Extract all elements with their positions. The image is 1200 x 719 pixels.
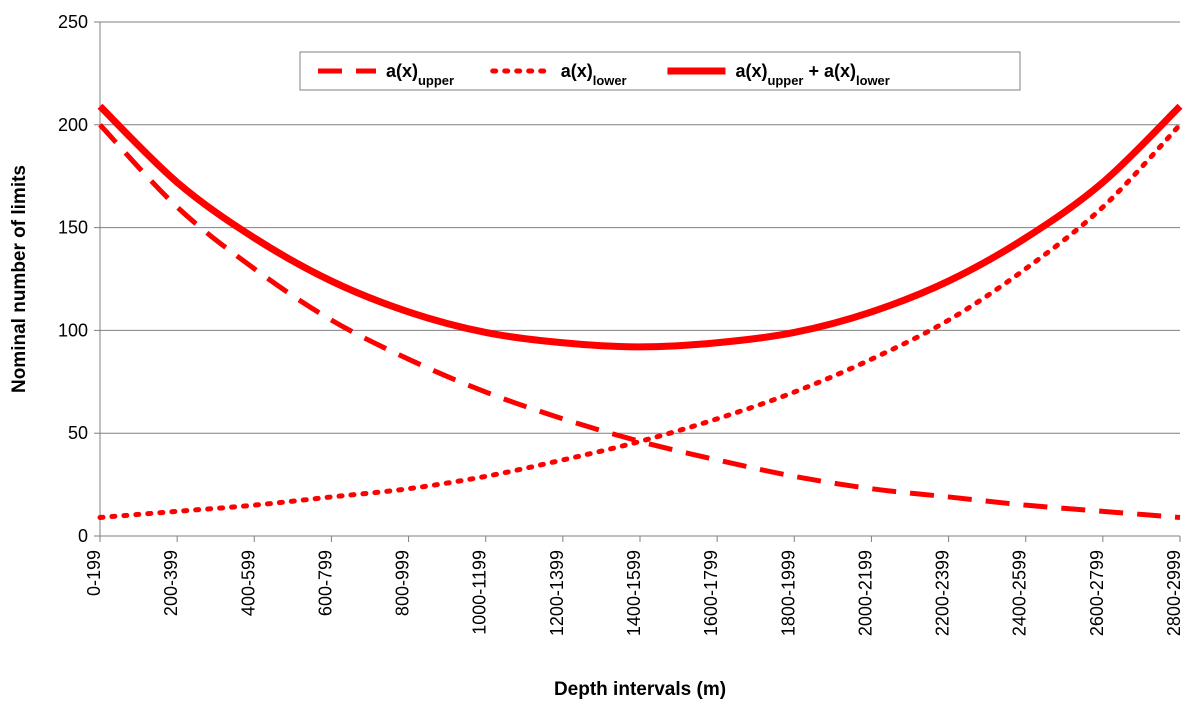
- y-tick-label: 150: [58, 218, 88, 238]
- x-tick-label: 600-799: [315, 550, 335, 616]
- x-tick-label: 1800-1999: [778, 550, 798, 636]
- y-tick-label: 200: [58, 115, 88, 135]
- series-lower: [100, 125, 1180, 518]
- y-tick-label: 0: [78, 526, 88, 546]
- x-tick-label: 200-399: [161, 550, 181, 616]
- x-tick-label: 1600-1799: [701, 550, 721, 636]
- x-tick-label: 1200-1399: [547, 550, 567, 636]
- chart-svg: 0 50 100 150 200 250 0-199 200-399 400-599 600-79…: [0, 0, 1200, 719]
- series-sum: [100, 106, 1180, 347]
- y-axis-label: Nominal number of limits: [9, 165, 30, 393]
- y-tick-label: 100: [58, 320, 88, 340]
- x-tick-label: 1400-1599: [624, 550, 644, 636]
- x-tick-label: 2000-2199: [855, 550, 875, 636]
- x-tick-label: 2800-2999: [1164, 550, 1184, 636]
- x-tick-label: 1000-1199: [470, 550, 490, 635]
- x-tick-label: 2400-2599: [1010, 550, 1030, 636]
- line-chart: 0 50 100 150 200 250 0-199 200-399 400-599 600-79…: [0, 0, 1200, 719]
- x-tick-label: 2600-2799: [1087, 550, 1107, 636]
- x-tick-label: 0-199: [84, 550, 104, 596]
- y-tick-label: 250: [58, 12, 88, 32]
- x-tick-label: 2200-2399: [933, 550, 953, 636]
- series-upper: [100, 125, 1180, 518]
- y-tick-label: 50: [68, 423, 88, 443]
- x-axis-label: Depth intervals (m): [554, 679, 726, 700]
- x-tick-label: 800-999: [393, 550, 413, 616]
- x-tick-label: 400-599: [238, 550, 258, 616]
